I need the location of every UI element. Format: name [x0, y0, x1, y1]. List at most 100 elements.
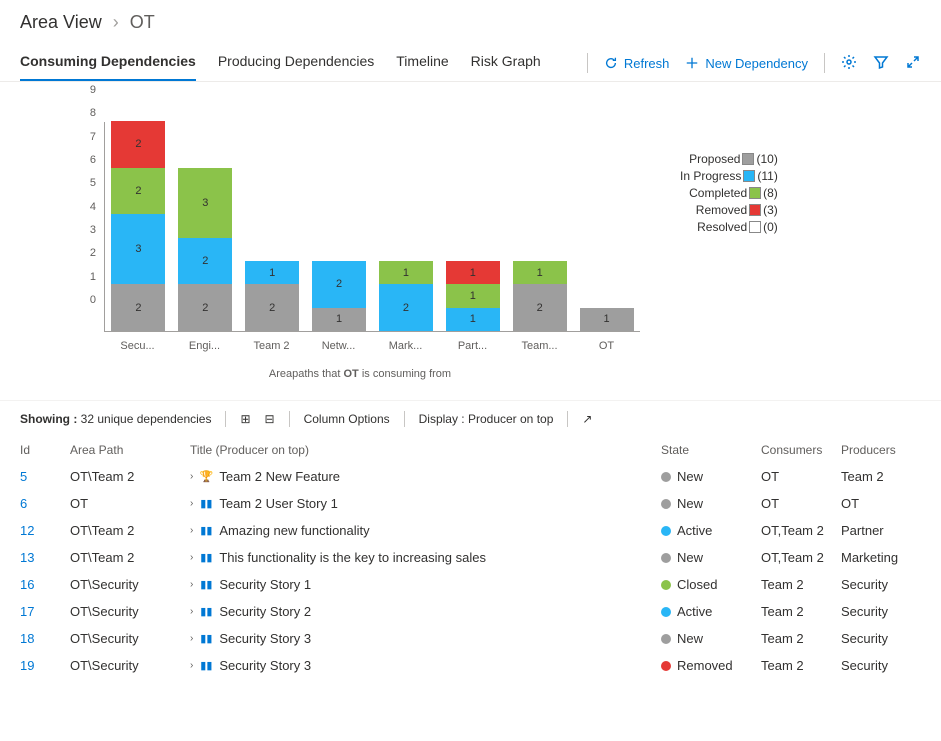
bar-segment-completed[interactable]: 1	[446, 284, 500, 307]
table-row[interactable]: 17OT\Security›▮▮Security Story 2ActiveTe…	[20, 598, 921, 625]
expand-row-icon[interactable]: ›	[190, 498, 193, 509]
cell-title[interactable]: Amazing new functionality	[219, 523, 369, 538]
cell-title[interactable]: Team 2 User Story 1	[219, 496, 338, 511]
cell-producers: OT	[841, 496, 921, 511]
new-dependency-label: New Dependency	[705, 56, 808, 71]
workitem-id-link[interactable]: 6	[20, 496, 27, 511]
cell-title[interactable]: Security Story 3	[219, 658, 311, 673]
bar-segment-in_progress[interactable]: 1	[245, 261, 299, 284]
bar-segment-removed[interactable]: 2	[111, 121, 165, 168]
cell-area-path: OT\Security	[70, 631, 190, 646]
breadcrumb: Area View › OT	[20, 12, 921, 33]
breadcrumb-root[interactable]: Area View	[20, 12, 102, 32]
workitem-id-link[interactable]: 12	[20, 523, 34, 538]
expand-row-icon[interactable]: ›	[190, 660, 193, 671]
dependency-table: Id Area Path Title (Producer on top) Sta…	[0, 437, 941, 699]
workitem-id-link[interactable]: 13	[20, 550, 34, 565]
col-id[interactable]: Id	[20, 443, 70, 457]
chart-axis-title: Areapaths that OT is consuming from	[80, 368, 640, 380]
bar-segment-proposed[interactable]: 1	[312, 308, 366, 331]
expand-row-icon[interactable]: ›	[190, 579, 193, 590]
tab-risk-graph[interactable]: Risk Graph	[471, 45, 541, 81]
tab-consuming-dependencies[interactable]: Consuming Dependencies	[20, 45, 196, 81]
bar-segment-proposed[interactable]: 2	[513, 284, 567, 331]
expand-row-icon[interactable]: ›	[190, 606, 193, 617]
tab-producing-dependencies[interactable]: Producing Dependencies	[218, 45, 374, 81]
state-dot-icon	[661, 553, 671, 563]
expand-row-icon[interactable]: ›	[190, 525, 193, 536]
cell-state: New	[677, 469, 703, 484]
legend-item-in_progress[interactable]: In Progress(11)	[680, 169, 778, 183]
workitem-id-link[interactable]: 19	[20, 658, 34, 673]
filter-icon[interactable]	[873, 54, 889, 73]
column-options-button[interactable]: Column Options	[304, 412, 390, 426]
refresh-icon	[604, 56, 618, 70]
story-icon: ▮▮	[199, 632, 213, 646]
cell-title[interactable]: Security Story 2	[219, 604, 311, 619]
bar-segment-proposed[interactable]: 1	[580, 308, 634, 331]
cell-consumers: OT	[761, 469, 841, 484]
expand-row-icon[interactable]: ›	[190, 633, 193, 644]
divider	[824, 53, 825, 73]
bar-segment-in_progress[interactable]: 2	[379, 284, 433, 331]
bar-segment-completed[interactable]: 1	[379, 261, 433, 284]
legend-item-completed[interactable]: Completed(8)	[680, 186, 778, 200]
table-row[interactable]: 5OT\Team 2›🏆Team 2 New FeatureNewOTTeam …	[20, 463, 921, 490]
cell-title[interactable]: This functionality is the key to increas…	[219, 550, 486, 565]
cell-consumers: Team 2	[761, 604, 841, 619]
cell-consumers: Team 2	[761, 577, 841, 592]
table-row[interactable]: 12OT\Team 2›▮▮Amazing new functionalityA…	[20, 517, 921, 544]
workitem-id-link[interactable]: 5	[20, 469, 27, 484]
bar-segment-in_progress[interactable]: 3	[111, 214, 165, 284]
bar-segment-in_progress[interactable]: 2	[178, 238, 232, 285]
gear-icon[interactable]	[841, 54, 857, 73]
legend-item-removed[interactable]: Removed(3)	[680, 203, 778, 217]
col-area-path[interactable]: Area Path	[70, 443, 190, 457]
chevron-right-icon: ›	[113, 12, 119, 32]
refresh-button[interactable]: Refresh	[604, 56, 670, 71]
new-dependency-button[interactable]: New Dependency	[685, 56, 808, 71]
cell-title[interactable]: Security Story 1	[219, 577, 311, 592]
cell-producers: Marketing	[841, 550, 921, 565]
display-mode[interactable]: Display : Producer on top	[419, 412, 554, 426]
table-row[interactable]: 16OT\Security›▮▮Security Story 1ClosedTe…	[20, 571, 921, 598]
bar-segment-in_progress[interactable]: 2	[312, 261, 366, 308]
bar-segment-completed[interactable]: 1	[513, 261, 567, 284]
workitem-id-link[interactable]: 18	[20, 631, 34, 646]
bar-segment-completed[interactable]: 2	[111, 168, 165, 215]
story-icon: ▮▮	[199, 659, 213, 673]
fullscreen-icon[interactable]: ↗	[582, 412, 592, 426]
x-label: Netw...	[305, 340, 372, 352]
cell-title[interactable]: Team 2 New Feature	[219, 469, 340, 484]
bar-segment-proposed[interactable]: 2	[245, 284, 299, 331]
expand-row-icon[interactable]: ›	[190, 471, 193, 482]
legend-item-resolved[interactable]: Resolved(0)	[680, 220, 778, 234]
table-row[interactable]: 6OT›▮▮Team 2 User Story 1NewOTOT	[20, 490, 921, 517]
col-state[interactable]: State	[661, 443, 761, 457]
cell-consumers: Team 2	[761, 658, 841, 673]
col-title[interactable]: Title (Producer on top)	[190, 443, 661, 457]
col-consumers[interactable]: Consumers	[761, 443, 841, 457]
table-row[interactable]: 19OT\Security›▮▮Security Story 3RemovedT…	[20, 652, 921, 679]
expand-all-icon[interactable]: ⊞	[240, 412, 250, 426]
x-label: Engi...	[171, 340, 238, 352]
table-row[interactable]: 13OT\Team 2›▮▮This functionality is the …	[20, 544, 921, 571]
table-row[interactable]: 18OT\Security›▮▮Security Story 3NewTeam …	[20, 625, 921, 652]
bar-segment-proposed[interactable]: 2	[178, 284, 232, 331]
cell-title[interactable]: Security Story 3	[219, 631, 311, 646]
state-dot-icon	[661, 526, 671, 536]
collapse-all-icon[interactable]: ⊟	[265, 412, 275, 426]
col-producers[interactable]: Producers	[841, 443, 921, 457]
bar-segment-proposed[interactable]: 2	[111, 284, 165, 331]
expand-icon[interactable]	[905, 54, 921, 73]
cell-consumers: OT	[761, 496, 841, 511]
expand-row-icon[interactable]: ›	[190, 552, 193, 563]
bar-segment-removed[interactable]: 1	[446, 261, 500, 284]
legend-item-proposed[interactable]: Proposed(10)	[680, 152, 778, 166]
bar-segment-completed[interactable]: 3	[178, 168, 232, 238]
cell-state: New	[677, 631, 703, 646]
bar-segment-in_progress[interactable]: 1	[446, 308, 500, 331]
tab-timeline[interactable]: Timeline	[396, 45, 448, 81]
workitem-id-link[interactable]: 16	[20, 577, 34, 592]
workitem-id-link[interactable]: 17	[20, 604, 34, 619]
